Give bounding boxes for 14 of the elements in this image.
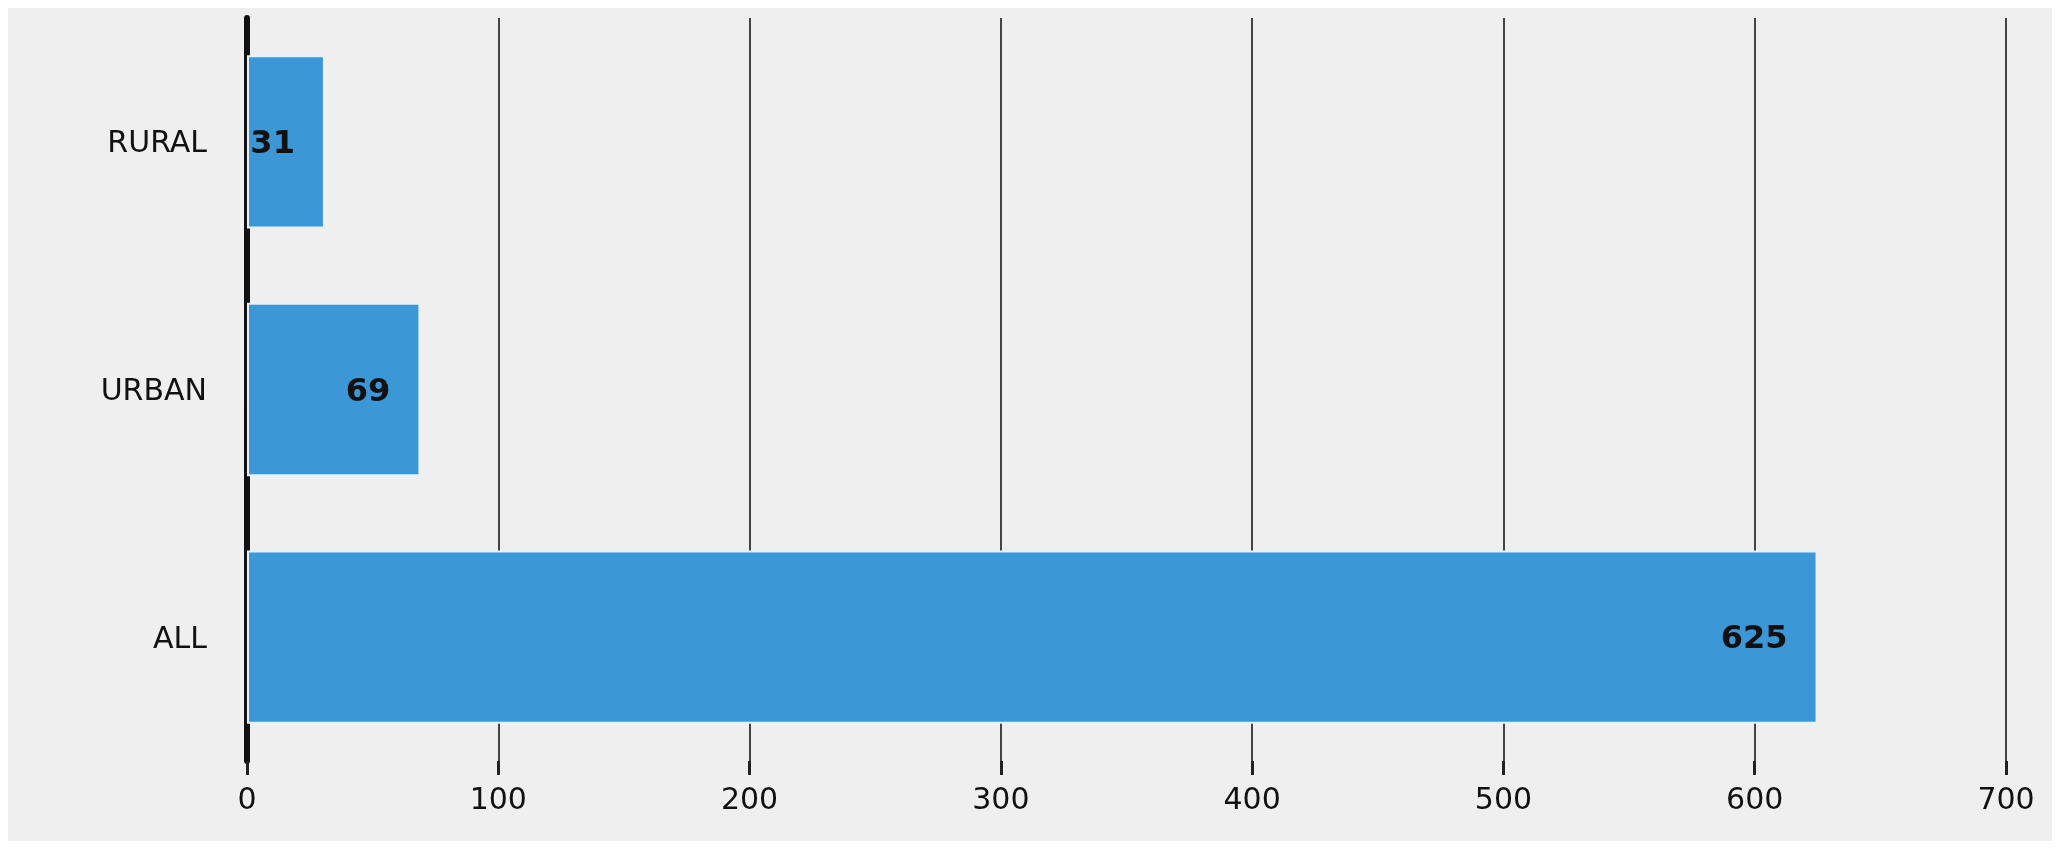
x-tick-label: 0 xyxy=(237,780,257,816)
x-tick-label: 500 xyxy=(1474,780,1533,816)
y-tick-label: URBAN xyxy=(100,372,207,407)
x-tick-label: 300 xyxy=(972,780,1030,816)
x-tick-label: 200 xyxy=(720,780,779,816)
x-tick-label: 100 xyxy=(469,780,527,816)
y-tick-label: RURAL xyxy=(107,124,208,160)
x-tick-label: 400 xyxy=(1223,780,1281,816)
y-tick-label: ALL xyxy=(153,619,208,655)
x-tick-label: 700 xyxy=(1977,780,2035,816)
x-tick-label: 600 xyxy=(1726,780,1784,816)
data-label: 31 xyxy=(250,122,295,161)
data-label: 625 xyxy=(1720,618,1788,657)
data-label: 69 xyxy=(345,370,391,409)
